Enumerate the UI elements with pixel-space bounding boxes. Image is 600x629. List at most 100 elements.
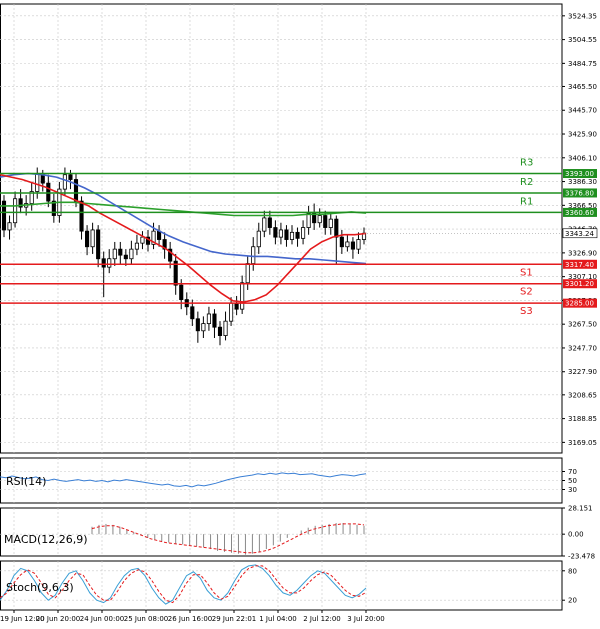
level-tag: [563, 169, 597, 179]
level-tag: [563, 188, 597, 198]
macd-tick-label: 0.00: [568, 531, 584, 539]
candle: [306, 212, 311, 228]
candle: [234, 302, 239, 310]
candle: [223, 320, 228, 336]
price-tick-label: 3366.50: [568, 202, 597, 210]
candle: [129, 248, 134, 260]
candle: [212, 313, 217, 328]
candle: [18, 198, 23, 208]
ma-fast-line: [0, 173, 367, 303]
stoch-panel: [0, 560, 563, 611]
stoch-tick-label: 20: [568, 597, 577, 605]
rsi-line: [0, 472, 367, 488]
price-tick-label: 3425.90: [568, 131, 597, 139]
candle: [51, 200, 56, 216]
candle: [328, 218, 333, 228]
price-tick-label: 3169.05: [568, 439, 597, 447]
rsi-label: RSI(14): [6, 475, 46, 488]
candle: [334, 218, 339, 238]
price-tick-label: 3524.35: [568, 12, 597, 20]
time-tick-label: 1 Jul 04:00: [259, 615, 297, 623]
candle: [273, 227, 278, 238]
candle: [90, 229, 95, 248]
candle: [46, 182, 51, 202]
stoch-tick-label: 80: [568, 567, 577, 575]
price-tick-label: 3326.90: [568, 249, 597, 257]
candle: [68, 174, 73, 180]
candle: [289, 231, 295, 240]
level-tag: [563, 279, 597, 289]
candle: [350, 241, 355, 250]
stoch-label: Stoch(9,6,3): [6, 581, 74, 594]
macd-tick-label: -23.478: [568, 553, 595, 561]
candle: [301, 227, 306, 239]
stoch-d-line: [0, 565, 367, 604]
level-tag-label: 3393.00: [565, 170, 594, 178]
candle: [62, 174, 67, 190]
price-tick-label: 3208.65: [568, 391, 597, 399]
current-price-tag: [562, 228, 598, 239]
level-tag: [563, 259, 597, 269]
candle: [201, 323, 206, 332]
level-name-s1: S1: [520, 267, 533, 278]
rsi-tick-label: 70: [568, 468, 577, 476]
price-tick-label: 3406.10: [568, 154, 597, 162]
candle: [256, 230, 261, 248]
candle: [229, 302, 234, 322]
price-tick-label: 3247.70: [568, 344, 597, 352]
level-tag-label: 3360.60: [565, 209, 594, 217]
candle: [240, 282, 245, 310]
rsi-tick-label: 30: [568, 486, 577, 494]
candle: [140, 236, 145, 244]
candle: [35, 173, 40, 192]
level-tag-label: 3317.40: [565, 261, 594, 269]
candle: [179, 284, 184, 300]
candle: [339, 236, 344, 248]
time-tick-label: 19 Jun 12:00: [0, 615, 44, 623]
time-tick-label: 20 Jun 20:00: [36, 615, 80, 623]
candle: [134, 242, 139, 250]
candle: [168, 248, 173, 262]
price-tick-label: 3267.50: [568, 321, 597, 329]
stoch-k-line: [0, 564, 367, 605]
level-name-r1: R1: [520, 196, 533, 207]
macd-panel: [0, 507, 563, 557]
candle: [323, 215, 328, 228]
candle: [317, 215, 322, 224]
level-name-r3: R3: [520, 158, 533, 169]
candle: [118, 248, 123, 256]
candle: [85, 230, 90, 248]
candle: [162, 239, 167, 250]
level-tag-label: 3376.80: [565, 189, 594, 197]
candle: [356, 239, 361, 250]
level-tag-label: 3301.20: [565, 280, 594, 288]
macd-signal-line: [91, 523, 365, 554]
candle: [13, 198, 18, 224]
candle: [79, 200, 84, 232]
candle: [151, 230, 156, 245]
level-tag: [563, 298, 597, 308]
macd-tick-label: 28.151: [568, 505, 593, 513]
time-tick-label: 2 Jul 12:00: [303, 615, 341, 623]
current-price-label: 3343.24: [565, 230, 594, 238]
candle: [157, 230, 162, 240]
candle: [112, 248, 117, 260]
ma-slow-line: [0, 172, 367, 265]
time-tick-label: 3 Jul 20:00: [347, 615, 385, 623]
candle: [123, 254, 128, 260]
price-tick-label: 3504.55: [568, 36, 597, 44]
rsi-tick-label: 50: [568, 477, 577, 485]
candle: [295, 231, 300, 239]
candle: [284, 229, 289, 240]
candle: [195, 318, 200, 332]
candle: [73, 179, 79, 202]
price-tick-label: 3307.10: [568, 273, 597, 281]
candle: [190, 306, 195, 320]
candle: [251, 246, 256, 264]
candle: [278, 229, 283, 238]
candle: [262, 217, 267, 232]
level-name-s3: S3: [520, 306, 533, 317]
time-tick-label: 26 Jun 16:00: [168, 615, 212, 623]
price-tick-label: 3188.85: [568, 415, 597, 423]
